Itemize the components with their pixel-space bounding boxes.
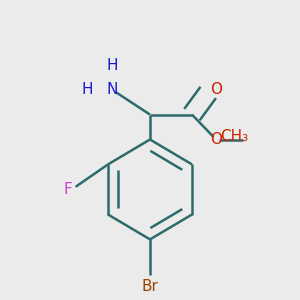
Text: N: N — [107, 82, 118, 98]
Text: F: F — [63, 182, 72, 197]
Text: CH₃: CH₃ — [220, 129, 249, 144]
Text: H: H — [82, 82, 93, 98]
Text: O: O — [210, 132, 222, 147]
Text: H: H — [107, 58, 118, 74]
Text: O: O — [210, 82, 222, 98]
Text: Br: Br — [142, 279, 158, 294]
